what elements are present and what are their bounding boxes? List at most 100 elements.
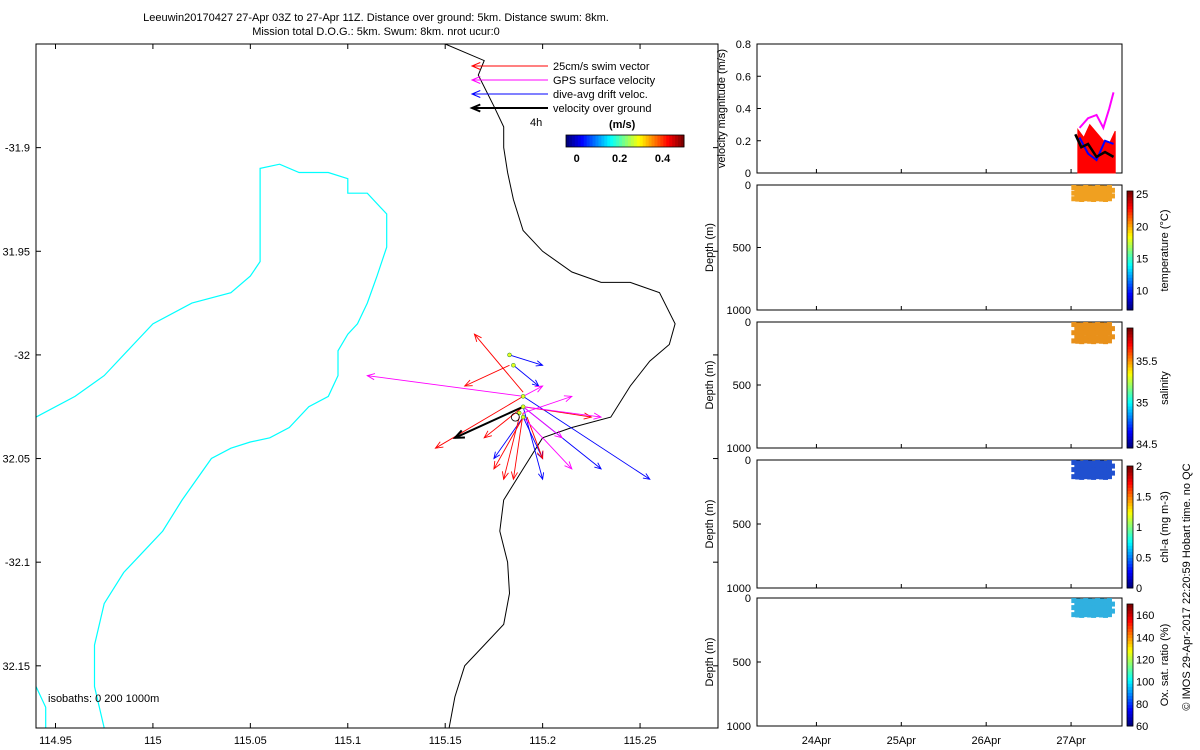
depth-panel-1: 0 500 1000 Depth (m) 10 15 20 25 temperature (°C… [704, 180, 1171, 317]
map-ytick-label: 32.15 [2, 661, 30, 673]
depth-data-point [1078, 471, 1084, 477]
depth-data-point [1082, 326, 1088, 332]
depth-data-point [1106, 598, 1112, 604]
figure-title: Leeuwin20170427 27-Apr 03Z to 27-Apr 11Z… [143, 12, 609, 24]
depth-colorbar-cell [1127, 478, 1133, 482]
depth-colorbar-cell [1127, 271, 1133, 275]
legend-colorbar-cell [678, 135, 682, 147]
gps-vector-4 [522, 385, 543, 397]
depth-colorbar-cell [1127, 196, 1133, 201]
depth-colorbar-cell [1127, 244, 1133, 249]
depth-data-point [1091, 605, 1097, 611]
depth-colorbar-cell [1127, 364, 1133, 368]
depth-data-point [1103, 339, 1109, 345]
depth-ytick-label: 0 [745, 593, 751, 605]
legend-colorbar-cell [598, 135, 602, 147]
depth-data-point [1075, 191, 1081, 196]
depth-data-point [1091, 197, 1097, 202]
colorbar-tick-label: 25 [1136, 189, 1148, 201]
depth-colorbar-cell [1127, 232, 1133, 237]
depth-colorbar-cell [1127, 563, 1133, 568]
depth-data-point [1078, 463, 1084, 469]
depth-data-point [1078, 609, 1084, 615]
depth-colorbar-cell [1127, 298, 1133, 302]
legend-label: GPS surface velocity [553, 75, 656, 87]
depth-data-point [1109, 463, 1115, 469]
colorbar-tick-label: 0.5 [1136, 553, 1151, 565]
track-point-1 [511, 363, 516, 368]
swim-vector-head-1 [434, 441, 444, 449]
drift-vector-head-3 [594, 462, 602, 470]
gps-vector-head-3 [554, 430, 564, 439]
depth-data-point [1086, 334, 1092, 340]
depth-data-point [1087, 185, 1093, 191]
depth-data-point [1071, 612, 1077, 618]
drift-vector-6 [522, 406, 544, 480]
depth-colorbar-cell [1127, 430, 1133, 434]
depth-colorbar-cell [1127, 533, 1133, 537]
legend-colorbar-cell [613, 135, 617, 147]
depth-colorbar-cell [1127, 238, 1133, 243]
depth-colorbar-cell [1127, 415, 1133, 419]
depth-colorbar-cell [1127, 622, 1133, 626]
depth-data-point [1071, 598, 1077, 604]
depth-colorbar-cell [1127, 686, 1133, 690]
depth-colorbar-cell [1127, 646, 1133, 651]
colorbar-tick-label: 35 [1136, 397, 1148, 409]
depth-colorbar-cell [1127, 403, 1133, 407]
track-point-0 [507, 352, 512, 358]
depth-colorbar-cell [1127, 548, 1133, 552]
depth-data-point [1082, 464, 1088, 470]
depth-data-point [1106, 460, 1112, 466]
depth-ytick-label: 500 [733, 657, 751, 669]
swim-vector-8 [503, 416, 520, 480]
depth-data-point [1095, 185, 1101, 190]
depth-data-point [1091, 612, 1097, 618]
gps-vector-head-2 [564, 461, 573, 470]
depth-colorbar-cell [1127, 695, 1133, 700]
drift-vector-5 [493, 416, 524, 459]
depth-data-point [1079, 612, 1085, 618]
depth-data-point [1109, 326, 1115, 332]
velocity-series-fill-0 [1077, 123, 1116, 174]
depth-data-point [1075, 605, 1081, 611]
velocity-panel: 0 0.2 0.4 0.6 0.8 velocity magnitude (m/s) [716, 39, 1123, 180]
depth-colorbar-cell [1127, 385, 1133, 389]
depth-data-point [1079, 460, 1085, 466]
swim-vector-head-6 [583, 412, 593, 420]
depth-colorbar-cell [1127, 671, 1133, 675]
legend-arrowhead-0 [470, 62, 481, 70]
velocity-frame [756, 43, 1123, 174]
legend-colorbar-cell [604, 135, 608, 147]
legend-colorbar-cell [681, 135, 685, 147]
depth-colorbar-cell [1127, 265, 1133, 269]
depth-data-point [1109, 193, 1115, 199]
depth-ytick-label: 500 [733, 380, 751, 392]
colorbar-label: Ox. sat. ratio (%) [1159, 624, 1171, 707]
depth-data-point [1083, 474, 1089, 480]
depth-colorbar-cell [1127, 445, 1133, 449]
depth-colorbar [1126, 327, 1134, 449]
legend-colorbar-cell [633, 135, 638, 147]
depth-colorbar-cell [1127, 469, 1133, 473]
depth-data-point [1103, 330, 1109, 336]
map-ytick-label: -31.9 [5, 143, 30, 155]
depth-data-point [1083, 612, 1089, 618]
depth-colorbar-cell [1127, 277, 1133, 281]
depth-colorbar-cell [1127, 241, 1133, 246]
depth-data-point [1086, 608, 1092, 614]
depth-data-point [1091, 322, 1097, 328]
legend-colorbar-cell [663, 135, 667, 147]
depth-data-point [1082, 602, 1088, 608]
depth-panel-3: 0 500 1000 Depth (m) 0 0.5 1 1.5 2 chl-a (mg m-3) [704, 455, 1171, 595]
depth-colorbar-cell [1127, 202, 1133, 207]
legend-colorbar-cell [666, 135, 670, 147]
swim-vector-2 [483, 406, 524, 439]
depth-data-point [1078, 601, 1084, 607]
gps-vector-0 [367, 375, 524, 397]
depth-data-point [1082, 471, 1088, 477]
map-ytick-label: -32.1 [5, 557, 30, 569]
figure-subtitle: Mission total D.O.G.: 5km. Swum: 8km. nr… [252, 26, 500, 38]
velocity-ytick-label: 0 [745, 168, 751, 180]
track-point-5 [520, 414, 526, 420]
